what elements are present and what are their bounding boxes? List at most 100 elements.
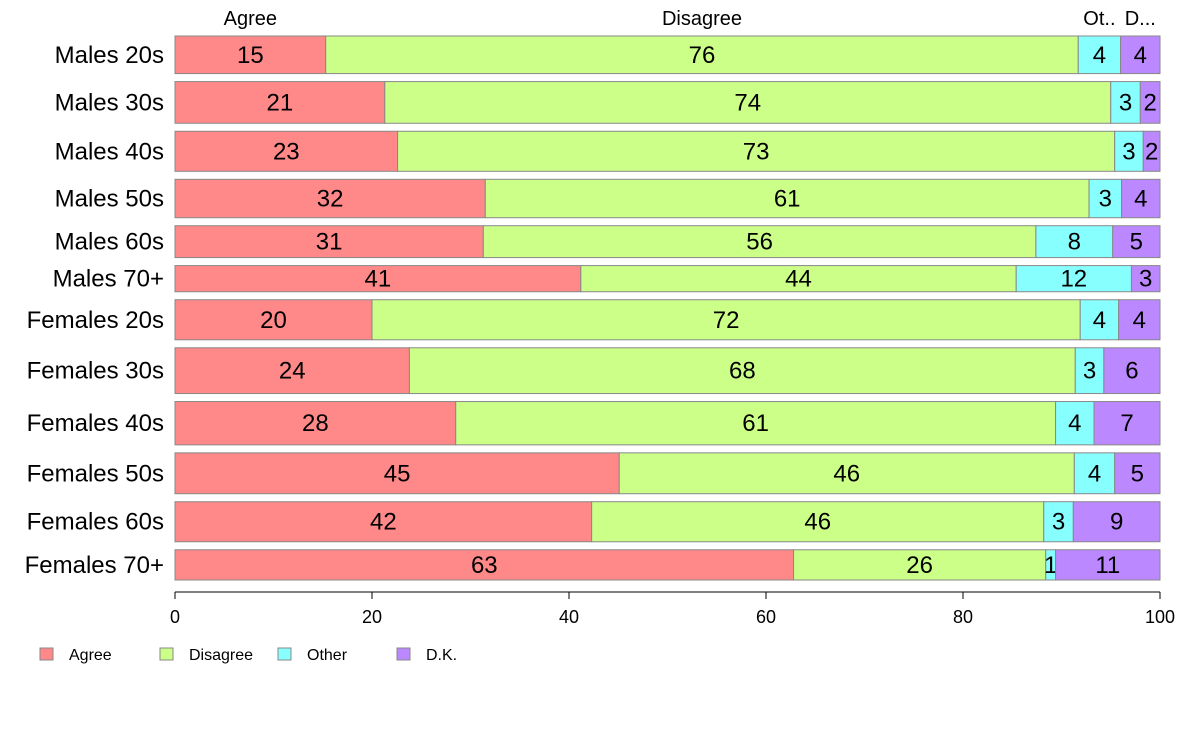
- bar-value-label: 28: [302, 410, 329, 437]
- x-tick-label: 0: [170, 607, 180, 627]
- category-label: Females 40s: [27, 410, 164, 437]
- bar-value-label: 4: [1133, 307, 1146, 334]
- bar-segment-disagree: [384, 81, 1112, 124]
- bar-value-label: 4: [1068, 410, 1081, 437]
- bar-value-label: 68: [729, 358, 756, 385]
- legend-label: Other: [307, 647, 348, 664]
- bar-segment-disagree: [397, 130, 1116, 172]
- category-label: Females 60s: [27, 509, 164, 536]
- bar-value-label: 41: [365, 266, 392, 293]
- bar-segment-other: [1088, 178, 1123, 219]
- bar-value-label: 2: [1145, 138, 1158, 165]
- bar-value-label: 7: [1120, 410, 1133, 437]
- bar-value-label: 4: [1088, 460, 1101, 487]
- category-label: Males 50s: [55, 186, 164, 213]
- bar-segment-other: [1077, 35, 1122, 75]
- bar-value-label: 3: [1052, 509, 1065, 536]
- bar-segment-other: [1055, 401, 1095, 446]
- bar-segment-dk: [1120, 35, 1161, 75]
- bar-value-label: 46: [833, 460, 860, 487]
- bar-segment-dk: [1142, 130, 1161, 172]
- bar-value-label: 72: [713, 307, 740, 334]
- bar-value-label: 61: [774, 186, 801, 213]
- bar-value-label: 5: [1131, 460, 1144, 487]
- bar-value-label: 4: [1134, 186, 1147, 213]
- bar-value-label: 4: [1093, 42, 1106, 69]
- x-tick-label: 60: [756, 607, 776, 627]
- bar-segment-dk: [1093, 401, 1161, 446]
- bar-value-label: 45: [384, 460, 411, 487]
- bar-value-label: 3: [1119, 89, 1132, 116]
- category-label: Males 30s: [55, 89, 164, 116]
- bar-value-label: 24: [279, 358, 306, 385]
- bar-value-label: 26: [906, 552, 933, 579]
- legend-swatch: [396, 647, 411, 661]
- bar-segment-agree: [174, 178, 486, 219]
- bar-segment-disagree: [371, 299, 1081, 341]
- category-label: Males 70+: [53, 266, 164, 293]
- bar-segment-disagree: [455, 401, 1057, 446]
- x-tick-label: 20: [362, 607, 382, 627]
- bar-segment-other: [1035, 225, 1114, 259]
- bar-value-label: 3: [1122, 138, 1135, 165]
- bar-segment-other: [1114, 130, 1144, 172]
- bar-value-label: 73: [743, 138, 770, 165]
- bar-segment-other: [1073, 452, 1116, 495]
- category-label: Males 40s: [55, 138, 164, 165]
- category-label: Females 50s: [27, 460, 164, 487]
- bar-value-label: 63: [471, 552, 498, 579]
- category-label: Males 20s: [55, 42, 164, 69]
- bar-segment-agree: [174, 81, 386, 124]
- bar-segment-dk: [1121, 178, 1161, 219]
- category-label: Females 20s: [27, 307, 164, 334]
- bar-segment-dk: [1139, 81, 1161, 124]
- bar-value-label: 8: [1068, 229, 1081, 256]
- bar-segment-other: [1015, 265, 1132, 293]
- bar-value-label: 15: [237, 42, 264, 69]
- bar-segment-dk: [1103, 347, 1161, 395]
- bar-segment-agree: [174, 130, 399, 172]
- bar-segment-disagree: [325, 35, 1079, 75]
- x-tick-label: 80: [953, 607, 973, 627]
- column-header-label: Ot..: [1083, 8, 1115, 30]
- bar-value-label: 20: [260, 307, 287, 334]
- bar-segment-dk: [1114, 452, 1161, 495]
- legend-swatch: [277, 647, 292, 661]
- bar-value-label: 9: [1110, 509, 1123, 536]
- bar-value-label: 21: [267, 89, 294, 116]
- bar-segment-agree: [174, 401, 457, 446]
- bar-value-label: 12: [1060, 266, 1087, 293]
- bar-value-label: 1: [1044, 552, 1057, 579]
- column-header-label: Disagree: [662, 8, 742, 30]
- column-header-label: D...: [1125, 8, 1156, 30]
- bar-segment-agree: [174, 347, 410, 395]
- bar-value-label: 3: [1083, 358, 1096, 385]
- column-header-label: Agree: [224, 8, 277, 30]
- bar-value-label: 4: [1093, 307, 1106, 334]
- x-tick-label: 40: [559, 607, 579, 627]
- bar-segment-disagree: [484, 178, 1090, 219]
- bar-segment-dk: [1072, 501, 1161, 543]
- bar-segment-dk: [1118, 299, 1161, 341]
- bar-segment-other: [1074, 347, 1105, 395]
- bar-segment-other: [1110, 81, 1141, 124]
- bar-value-label: 4: [1134, 42, 1147, 69]
- bar-value-label: 56: [746, 229, 773, 256]
- legend-label: Disagree: [189, 647, 253, 664]
- category-label: Females 30s: [27, 358, 164, 385]
- category-label: Males 60s: [55, 229, 164, 256]
- legend-label: Agree: [69, 647, 112, 664]
- bar-value-label: 23: [273, 138, 300, 165]
- bar-value-label: 76: [689, 42, 716, 69]
- legend-swatch: [39, 647, 54, 661]
- bar-segment-dk: [1130, 265, 1161, 293]
- legend-label: D.K.: [426, 647, 457, 664]
- bar-value-label: 31: [316, 229, 343, 256]
- bar-value-label: 3: [1099, 186, 1112, 213]
- bar-segment-disagree: [591, 501, 1045, 543]
- bar-segment-other: [1043, 501, 1074, 543]
- bar-segment-disagree: [408, 347, 1076, 395]
- bar-value-label: 44: [785, 266, 812, 293]
